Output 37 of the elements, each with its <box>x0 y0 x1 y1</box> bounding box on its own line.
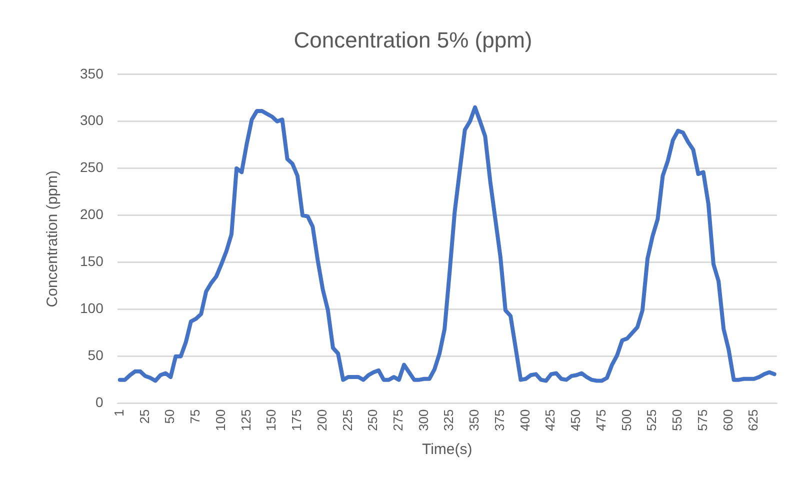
x-tick-label: 150 <box>264 409 279 432</box>
x-tick-label: 275 <box>390 409 406 432</box>
x-tick-label: 75 <box>188 409 203 424</box>
x-tick-label: 425 <box>542 409 558 432</box>
x-tick-label: 300 <box>416 409 431 432</box>
x-tick-label: 225 <box>340 409 355 432</box>
x-tick-label: 525 <box>644 409 660 432</box>
x-tick-label: 350 <box>466 409 482 432</box>
x-tick-label: 400 <box>517 409 532 432</box>
x-tick-label: 625 <box>746 409 761 432</box>
x-tick-label: 550 <box>670 409 685 432</box>
x-tick-label: 375 <box>492 409 507 432</box>
x-tick-label: 1 <box>111 409 126 417</box>
x-tick-label: 450 <box>568 409 584 432</box>
x-tick-label: 575 <box>694 409 710 432</box>
y-tick-label: 250 <box>80 159 104 176</box>
x-tick-label: 250 <box>365 409 380 432</box>
y-axis-title: Concentration (ppm) <box>44 170 62 308</box>
x-tick-label: 200 <box>314 409 330 432</box>
y-tick-label: 200 <box>80 206 104 222</box>
y-tick-label: 350 <box>80 65 104 82</box>
x-tick-label: 475 <box>593 409 608 432</box>
y-tick-label: 50 <box>88 347 104 364</box>
x-tick-label: 125 <box>238 409 254 432</box>
x-tick-label: 325 <box>441 409 456 432</box>
x-tick-label: 175 <box>289 409 304 432</box>
x-axis-title: Time(s) <box>422 441 472 458</box>
y-tick-label: 0 <box>96 394 104 410</box>
y-tick-label: 300 <box>80 112 104 128</box>
y-tick-label: 150 <box>80 253 104 270</box>
y-tick-label: 100 <box>80 300 104 316</box>
x-tick-label: 600 <box>720 409 736 432</box>
x-tick-label: 100 <box>212 409 228 432</box>
x-tick-label: 50 <box>162 409 178 424</box>
x-tick-label: 500 <box>618 409 634 432</box>
chart-title: Concentration 5% (ppm) <box>294 27 532 52</box>
x-tick-label: 25 <box>136 409 152 424</box>
